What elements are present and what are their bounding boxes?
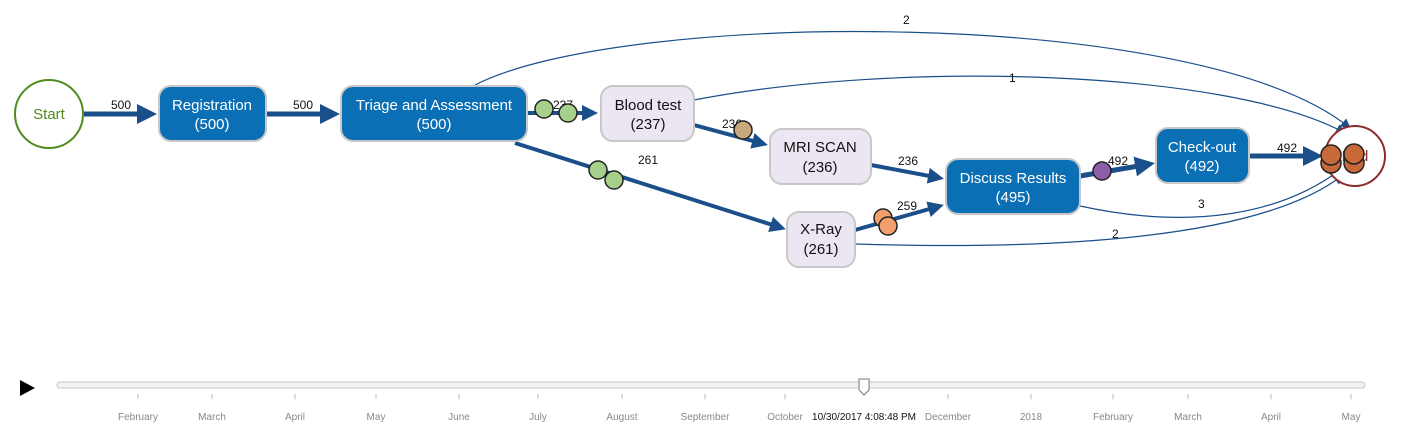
token-end-d xyxy=(1343,143,1365,165)
token-end-b xyxy=(1320,144,1342,166)
start-node[interactable]: Start xyxy=(14,79,84,149)
timeline-month-label: July xyxy=(529,412,547,423)
timeline-track[interactable] xyxy=(56,381,1366,389)
edge-discuss-checkout[interactable] xyxy=(1079,156,1155,179)
edge-label-start-registration: 500 xyxy=(111,98,131,112)
node-check-out-label: Check-out xyxy=(1168,139,1237,156)
timeline-month-label: September xyxy=(681,412,731,423)
edge-label-checkout-end: 492 xyxy=(1277,141,1297,155)
timeline-month-label: August xyxy=(606,412,637,423)
node-discuss-results[interactable]: Discuss Results (495) xyxy=(945,158,1081,215)
timeline-month-label: 2018 xyxy=(1020,412,1043,423)
timeline-month-label: April xyxy=(285,412,305,423)
timeline-month-label: February xyxy=(118,412,158,423)
token-triage-blood-a xyxy=(534,99,554,119)
timeline-ticks: February March April May June July August Septe… xyxy=(118,394,1360,423)
token-xray-discuss-b xyxy=(878,216,898,236)
node-registration-label: Registration xyxy=(172,97,252,114)
edge-xray-discuss[interactable] xyxy=(854,201,944,232)
token-triage-xray-b xyxy=(604,170,624,190)
timeline-month-label: February xyxy=(1093,412,1133,423)
edge-label-mri-discuss: 236 xyxy=(898,154,918,168)
node-discuss-results-count: (495) xyxy=(995,189,1030,206)
node-mri-scan-count: (236) xyxy=(802,159,837,176)
token-blood-mri xyxy=(733,120,753,140)
edge-label-blood-end: 1 xyxy=(1009,71,1016,85)
timeline: February March April May June July August Septe… xyxy=(20,378,1366,423)
edge-xray-end[interactable] xyxy=(854,174,1344,247)
timeline-month-label: May xyxy=(367,412,386,423)
play-icon[interactable] xyxy=(20,380,35,396)
timeline-month-label: March xyxy=(198,412,226,423)
token-triage-xray-a xyxy=(588,160,608,180)
timeline-month-label: June xyxy=(448,412,470,423)
node-mri-scan-label: MRI SCAN xyxy=(783,139,856,156)
node-registration[interactable]: Registration (500) xyxy=(158,85,267,142)
edge-discuss-end[interactable] xyxy=(1079,169,1341,218)
node-blood-test-count: (237) xyxy=(630,116,665,133)
node-triage[interactable]: Triage and Assessment (500) xyxy=(340,85,528,142)
node-triage-label: Triage and Assessment xyxy=(356,97,513,114)
timeline-month-label: April xyxy=(1261,412,1281,423)
edge-triage-xray[interactable] xyxy=(514,141,786,232)
node-x-ray-label: X-Ray xyxy=(800,221,842,238)
edges xyxy=(84,30,1351,247)
edge-blood-end[interactable] xyxy=(693,75,1346,134)
node-triage-count: (500) xyxy=(416,116,451,133)
node-blood-test-label: Blood test xyxy=(615,97,683,114)
node-discuss-results-label: Discuss Results xyxy=(960,170,1067,187)
edge-label-discuss-end: 3 xyxy=(1198,197,1205,211)
edge-label-triage-xray: 261 xyxy=(638,153,658,167)
timeline-month-label: March xyxy=(1174,412,1202,423)
timeline-month-label: May xyxy=(1342,412,1361,423)
edge-triage-end[interactable] xyxy=(474,30,1351,129)
node-blood-test[interactable]: Blood test (237) xyxy=(600,85,695,142)
edge-label-xray-discuss: 259 xyxy=(897,199,917,213)
edge-label-triage-end: 2 xyxy=(903,13,910,27)
node-check-out[interactable]: Check-out (492) xyxy=(1155,127,1250,184)
case-tokens xyxy=(534,99,1365,236)
node-x-ray[interactable]: X-Ray (261) xyxy=(786,211,856,268)
current-timestamp: 10/30/2017 4:08:48 PM xyxy=(812,412,916,423)
edge-blood-mri[interactable] xyxy=(693,123,768,149)
timeline-month-label: October xyxy=(767,412,803,423)
token-triage-blood-b xyxy=(558,103,578,123)
edge-label-registration-triage: 500 xyxy=(293,98,313,112)
edge-mri-discuss[interactable] xyxy=(870,163,944,184)
node-x-ray-count: (261) xyxy=(803,241,838,258)
edge-label-xray-end: 2 xyxy=(1112,227,1119,241)
edge-label-discuss-checkout: 492 xyxy=(1108,154,1128,168)
node-registration-count: (500) xyxy=(194,116,229,133)
node-mri-scan[interactable]: MRI SCAN (236) xyxy=(769,128,872,185)
token-discuss-checkout xyxy=(1092,161,1112,181)
node-check-out-count: (492) xyxy=(1184,158,1219,175)
timeline-slider-thumb[interactable] xyxy=(858,378,870,396)
timeline-month-label: December xyxy=(925,412,972,423)
start-label: Start xyxy=(33,106,66,123)
